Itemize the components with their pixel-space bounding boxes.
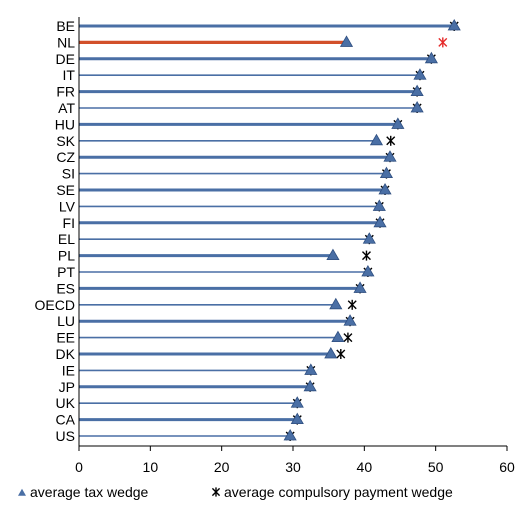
point-tax-cz — [383, 150, 397, 162]
point-tax-lu — [343, 314, 357, 326]
category-labels: BENLDEITFRATHUSKCZSISELVFIELPLPTESOECDLU… — [35, 18, 76, 444]
category-label-lv: LV — [59, 198, 76, 214]
category-label-be: BE — [56, 18, 75, 34]
point-tax-us — [283, 428, 297, 441]
category-label-hu: HU — [55, 116, 75, 132]
point-tax-hu — [391, 117, 405, 129]
point-payment-sk — [386, 135, 396, 146]
category-label-ie: IE — [62, 362, 75, 378]
category-label-de: DE — [56, 51, 75, 67]
point-tax-fr — [410, 84, 424, 97]
point-tax-nl — [339, 35, 354, 47]
point-tax-be — [447, 18, 461, 31]
point-tax-lv — [372, 199, 386, 211]
point-payment-ee — [343, 332, 353, 343]
x-tick-label-30: 30 — [285, 459, 301, 475]
category-label-si: SI — [62, 166, 75, 182]
category-label-cz: CZ — [56, 149, 75, 165]
point-payment-oecd — [347, 299, 357, 310]
category-label-es: ES — [56, 280, 75, 296]
point-tax-el — [362, 232, 376, 244]
category-label-ee: EE — [56, 330, 75, 346]
category-label-uk: UK — [56, 395, 76, 411]
category-label-el: EL — [58, 231, 75, 247]
legend-label-compulsory-payment-wedge: average compulsory payment wedge — [224, 484, 453, 500]
category-label-fi: FI — [63, 215, 75, 231]
point-tax-at — [410, 100, 424, 113]
point-tax-fi — [373, 215, 387, 228]
category-label-ca: CA — [56, 412, 76, 428]
x-tick-label-50: 50 — [428, 459, 444, 475]
category-label-sk: SK — [56, 133, 75, 149]
point-tax-es — [353, 281, 367, 293]
category-label-pt: PT — [57, 264, 75, 280]
category-label-nl: NL — [57, 34, 75, 50]
point-tax-oecd — [329, 297, 343, 310]
point-tax-dk — [324, 346, 338, 359]
category-label-fr: FR — [56, 84, 75, 100]
category-label-se: SE — [56, 182, 75, 198]
point-tax-ca — [290, 412, 304, 425]
point-tax-it — [413, 68, 427, 80]
point-payment-nl — [438, 37, 448, 48]
x-tick-label-60: 60 — [499, 459, 515, 475]
point-tax-uk — [290, 396, 304, 408]
point-tax-si — [379, 166, 394, 179]
point-tax-se — [378, 182, 392, 195]
x-tick-label-10: 10 — [143, 459, 159, 475]
point-tax-ee — [331, 330, 345, 343]
x-tick-label-0: 0 — [75, 459, 83, 475]
category-label-dk: DK — [56, 346, 76, 362]
point-tax-jp — [303, 379, 317, 392]
category-label-us: US — [56, 428, 75, 444]
category-label-pl: PL — [58, 248, 75, 264]
x-ticks: 0 10 20 30 40 50 60 — [75, 446, 515, 475]
category-label-jp: JP — [59, 379, 75, 395]
legend-star-icon — [211, 487, 221, 497]
point-payment-dk — [336, 349, 346, 359]
legend: average tax wedge average compulsory pay… — [18, 484, 453, 500]
point-payment-pl — [361, 250, 371, 261]
markers-layer — [283, 18, 461, 441]
x-tick-label-20: 20 — [214, 459, 230, 475]
point-tax-pl — [326, 248, 340, 261]
category-label-oecd: OECD — [35, 297, 75, 313]
category-label-at: AT — [58, 100, 75, 116]
point-tax-sk — [369, 133, 384, 146]
legend-label-tax-wedge: average tax wedge — [30, 484, 149, 500]
point-tax-de — [424, 51, 438, 64]
point-tax-pt — [361, 264, 375, 277]
legend-triangle-icon — [18, 488, 26, 496]
category-label-it: IT — [63, 67, 76, 83]
x-tick-label-40: 40 — [357, 459, 373, 475]
category-label-lu: LU — [57, 313, 75, 329]
point-tax-ie — [304, 363, 318, 375]
bars-layer — [79, 24, 455, 437]
